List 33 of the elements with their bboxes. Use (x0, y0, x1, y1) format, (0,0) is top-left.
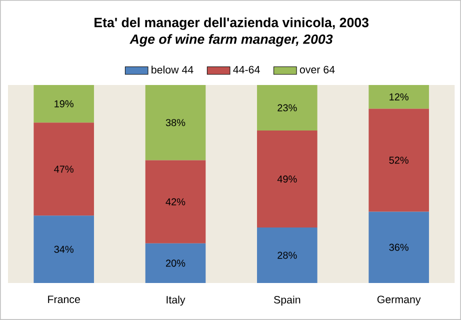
bar (145, 243, 206, 283)
chart-subtitle: Age of wine farm manager, 2003 (130, 34, 333, 47)
bar (145, 160, 206, 244)
data-label: 47% (54, 166, 74, 173)
x-tick-label: Spain (274, 296, 300, 306)
data-label: 19% (54, 100, 74, 108)
bar (368, 84, 429, 109)
data-label: 28% (278, 252, 297, 259)
data-label: 42% (166, 198, 186, 206)
data-label: 49% (277, 175, 297, 183)
bar (257, 84, 318, 131)
data-label: 12% (390, 93, 408, 100)
data-label: 52% (389, 156, 408, 164)
legend-label: 44-64 (233, 66, 260, 74)
x-tick-label: Germany (377, 296, 421, 306)
bar (257, 130, 318, 228)
x-tick-label: France (48, 296, 80, 304)
legend-label: below 44 (152, 66, 194, 74)
bar (34, 84, 94, 123)
bar (368, 212, 429, 283)
bar (145, 84, 206, 160)
data-label: 36% (389, 244, 408, 251)
data-label: 20% (166, 260, 186, 267)
bar (34, 122, 94, 216)
data-label: 23% (278, 104, 297, 112)
bar (34, 216, 94, 283)
legend-label: over 64 (300, 66, 335, 74)
data-label: 34% (54, 246, 74, 253)
data-label: 38% (166, 119, 186, 126)
chart-title: Eta' del manager dell'azienda vinicola, 2003 (94, 17, 369, 30)
bar (368, 108, 429, 212)
bar (257, 228, 318, 283)
x-tick-label: Italy (166, 296, 186, 306)
